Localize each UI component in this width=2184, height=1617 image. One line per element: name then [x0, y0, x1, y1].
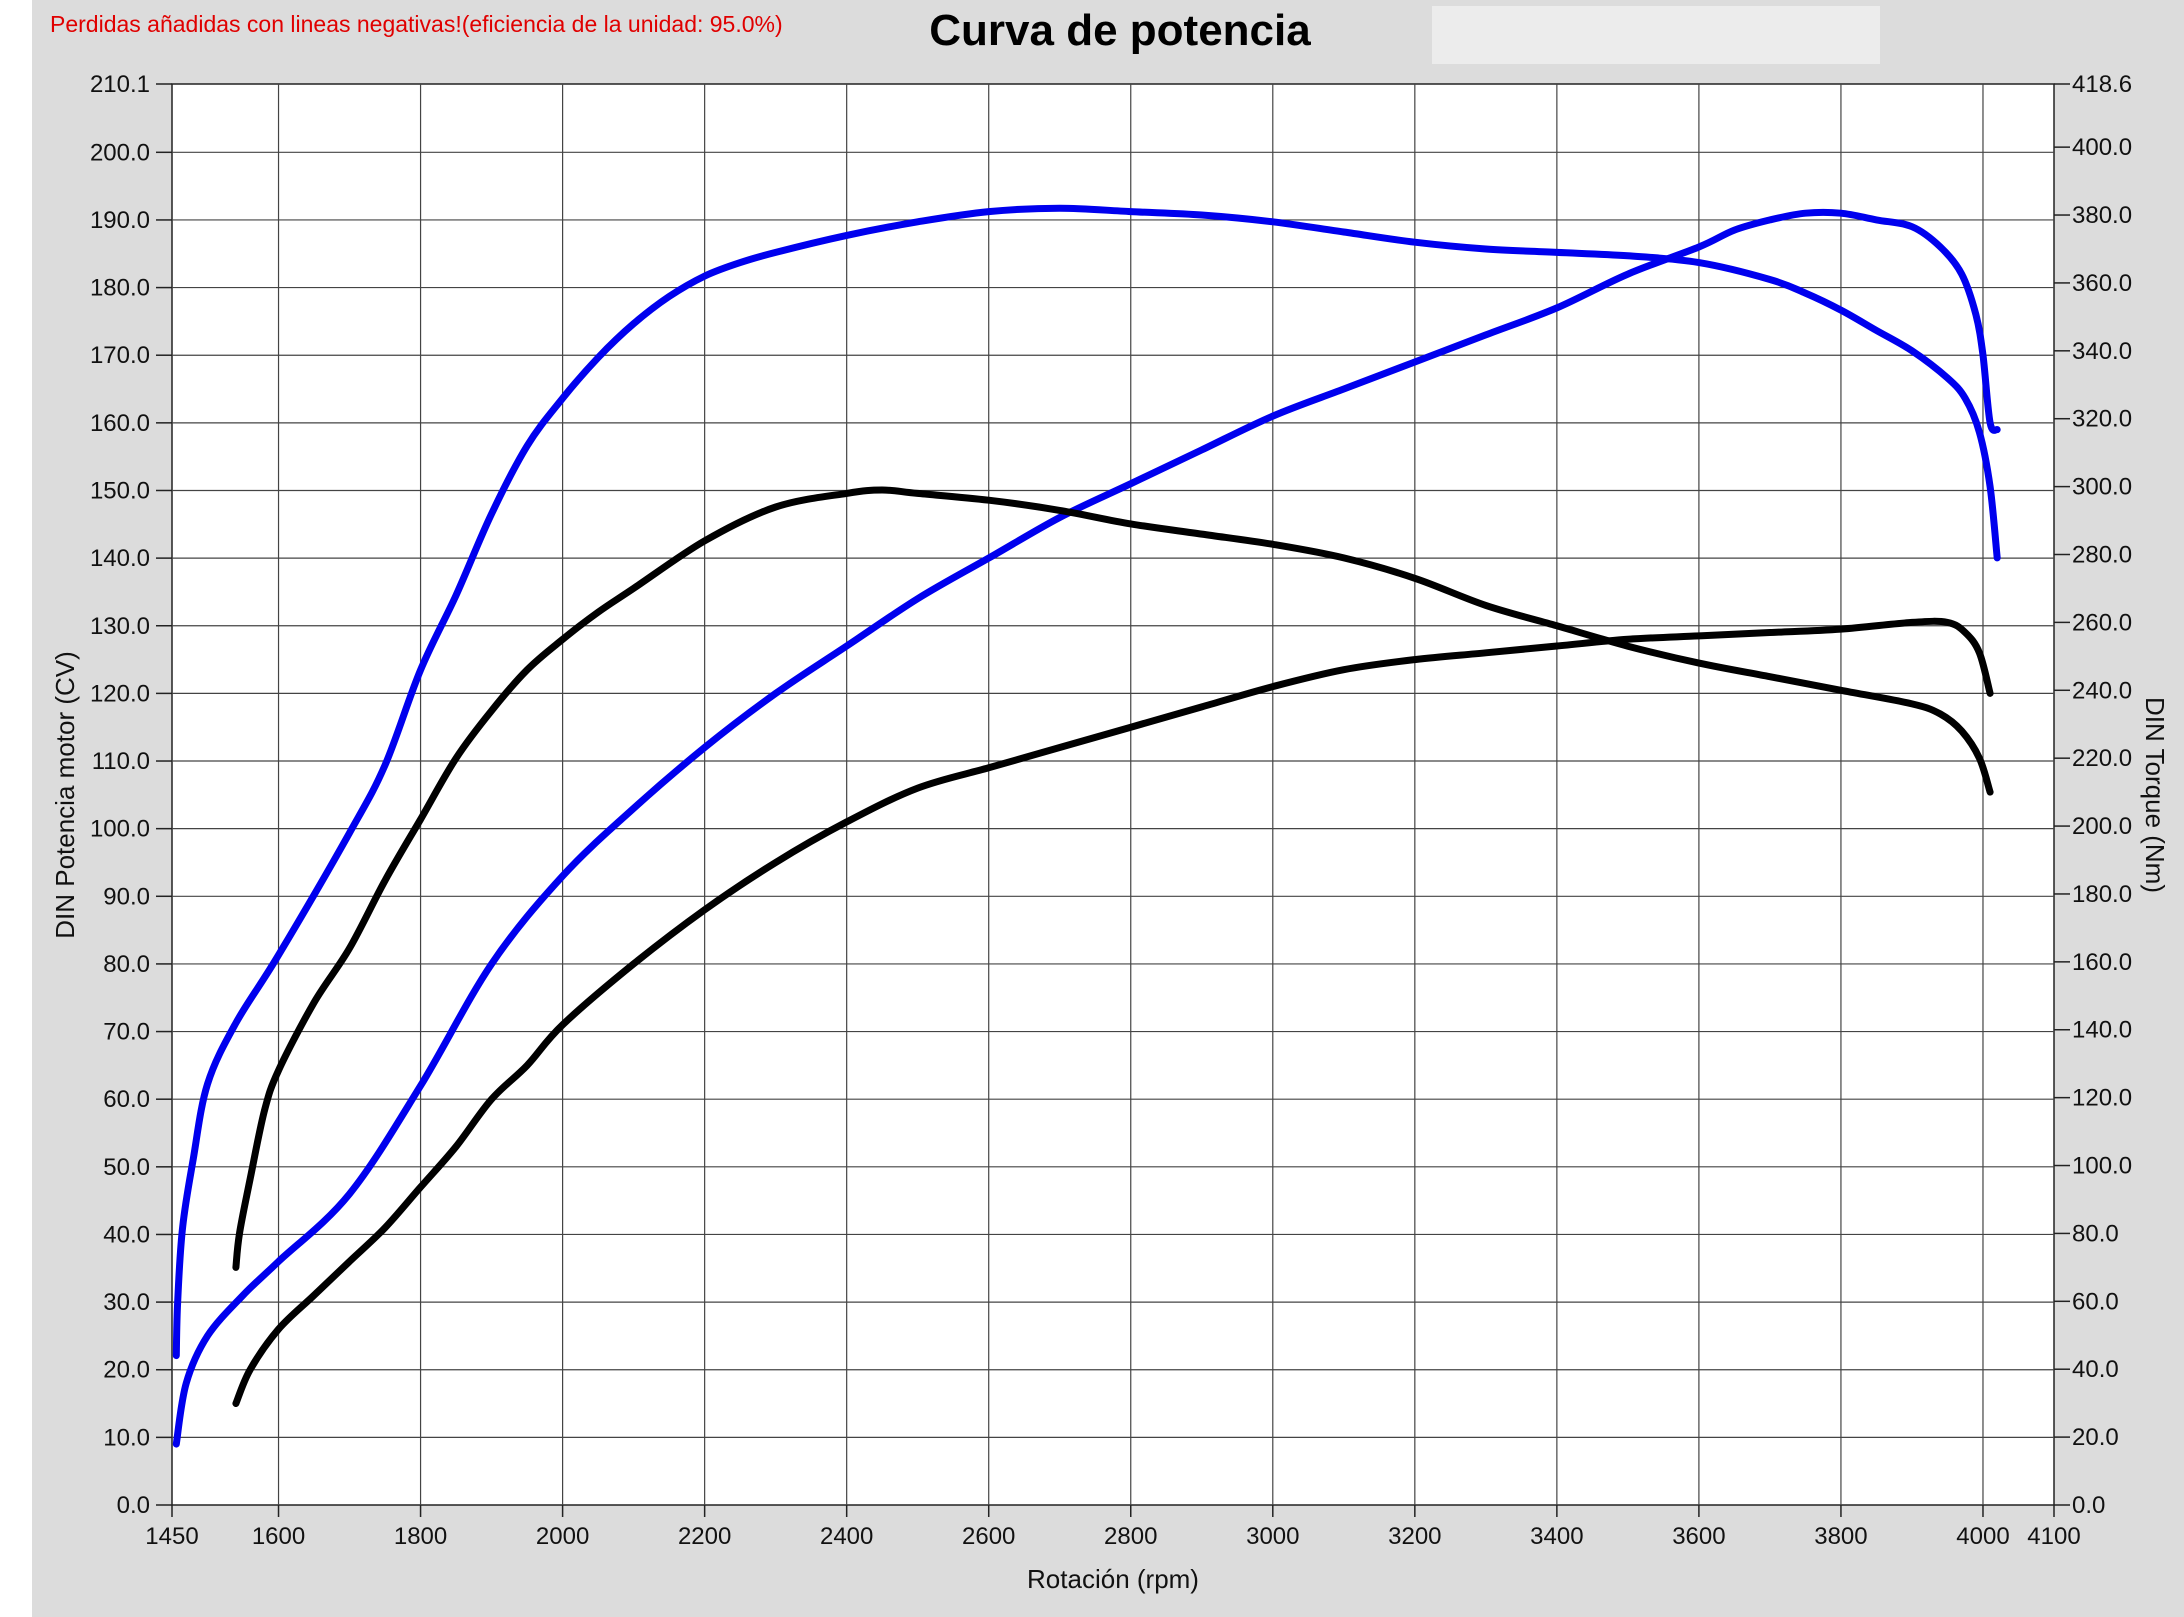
y-left-tick-label: 80.0 — [103, 951, 150, 978]
x-tick-label: 4100 — [2027, 1523, 2080, 1550]
y-left-tick-label: 170.0 — [90, 342, 150, 369]
y-right-tick-label: 220.0 — [2072, 745, 2132, 772]
y-right-axis-title: DIN Torque (Nm) — [2140, 697, 2170, 893]
y-right-tick-label: 240.0 — [2072, 677, 2132, 704]
y-left-tick-label: 90.0 — [103, 883, 150, 910]
y-left-tick-label: 180.0 — [90, 275, 150, 302]
y-right-tick-label: 160.0 — [2072, 949, 2132, 976]
y-right-tick-label: 400.0 — [2072, 134, 2132, 161]
y-right-tick-label: 100.0 — [2072, 1153, 2132, 1180]
y-left-tick-label: 60.0 — [103, 1086, 150, 1113]
y-right-tick-label: 300.0 — [2072, 474, 2132, 501]
y-right-tick-label: 280.0 — [2072, 541, 2132, 568]
y-left-tick-label: 50.0 — [103, 1154, 150, 1181]
chart-title: Curva de potencia — [929, 6, 1311, 55]
x-tick-label: 3800 — [1814, 1523, 1867, 1550]
y-right-tick-label: 340.0 — [2072, 338, 2132, 365]
y-right-tick-label: 120.0 — [2072, 1085, 2132, 1112]
x-tick-label: 3200 — [1388, 1523, 1441, 1550]
y-left-tick-label: 140.0 — [90, 545, 150, 572]
title-box — [1432, 6, 1880, 64]
y-right-tick-label: 80.0 — [2072, 1220, 2119, 1247]
y-right-tick-label: 180.0 — [2072, 881, 2132, 908]
tick-marks — [156, 83, 2070, 1517]
y-right-tick-label: 360.0 — [2072, 270, 2132, 297]
y-right-tick-label: 418.6 — [2072, 71, 2132, 98]
y-right-tick-label: 60.0 — [2072, 1288, 2119, 1315]
y-right-tick-label: 40.0 — [2072, 1356, 2119, 1383]
x-tick-label: 3400 — [1530, 1523, 1583, 1550]
y-left-tick-label: 30.0 — [103, 1289, 150, 1316]
x-tick-label: 1600 — [252, 1523, 305, 1550]
y-left-tick-label: 10.0 — [103, 1424, 150, 1451]
y-right-tick-label: 20.0 — [2072, 1424, 2119, 1451]
series-line-3 — [232, 486, 1994, 1271]
y-left-tick-label: 120.0 — [90, 680, 150, 707]
y-left-tick-label: 200.0 — [90, 139, 150, 166]
y-right-tick-label: 320.0 — [2072, 406, 2132, 433]
x-tick-label: 2000 — [536, 1523, 589, 1550]
y-left-tick-label: 70.0 — [103, 1019, 150, 1046]
x-tick-label: 2600 — [962, 1523, 1015, 1550]
y-right-tick-label: 260.0 — [2072, 609, 2132, 636]
y-left-tick-label: 110.0 — [92, 748, 150, 775]
plot-area — [171, 83, 2055, 1506]
y-left-axis-title: DIN Potencia motor (CV) — [50, 651, 80, 939]
y-left-tick-label: 40.0 — [103, 1221, 150, 1248]
y-right-tick-label: 0.0 — [2072, 1492, 2105, 1519]
series-line-4 — [232, 617, 1994, 1407]
x-tick-label: 1800 — [394, 1523, 447, 1550]
x-tick-label: 2800 — [1104, 1523, 1157, 1550]
tick-labels: 1450 1600 1800 2000 2200 2400 2600 2800 3000 3200… — [90, 71, 2132, 1550]
x-tick-label: 2200 — [678, 1523, 731, 1550]
y-right-tick-label: 380.0 — [2072, 202, 2132, 229]
y-left-tick-label: 160.0 — [90, 410, 150, 437]
y-left-tick-label: 0.0 — [117, 1492, 150, 1519]
series-line-1 — [172, 204, 2001, 1360]
y-left-tick-label: 190.0 — [90, 207, 150, 234]
y-left-tick-label: 20.0 — [103, 1357, 150, 1384]
x-tick-label: 3000 — [1246, 1523, 1299, 1550]
x-tick-label: 4000 — [1956, 1523, 2009, 1550]
y-left-tick-label: 100.0 — [90, 816, 150, 843]
y-right-tick-label: 200.0 — [2072, 813, 2132, 840]
y-left-tick-label: 210.1 — [90, 71, 150, 98]
series-lines — [172, 204, 2001, 1448]
y-right-tick-label: 140.0 — [2072, 1017, 2132, 1044]
x-tick-label: 2400 — [820, 1523, 873, 1550]
y-left-tick-label: 150.0 — [90, 477, 150, 504]
x-tick-label: 3600 — [1672, 1523, 1725, 1550]
x-tick-label: 1450 — [145, 1523, 198, 1550]
y-left-tick-label: 130.0 — [90, 613, 150, 640]
gridlines — [172, 84, 2054, 1505]
series-line-2 — [172, 208, 2001, 1448]
chart-note: Perdidas añadidas con lineas negativas!(… — [50, 11, 783, 37]
x-axis-title: Rotación (rpm) — [1027, 1564, 1199, 1594]
